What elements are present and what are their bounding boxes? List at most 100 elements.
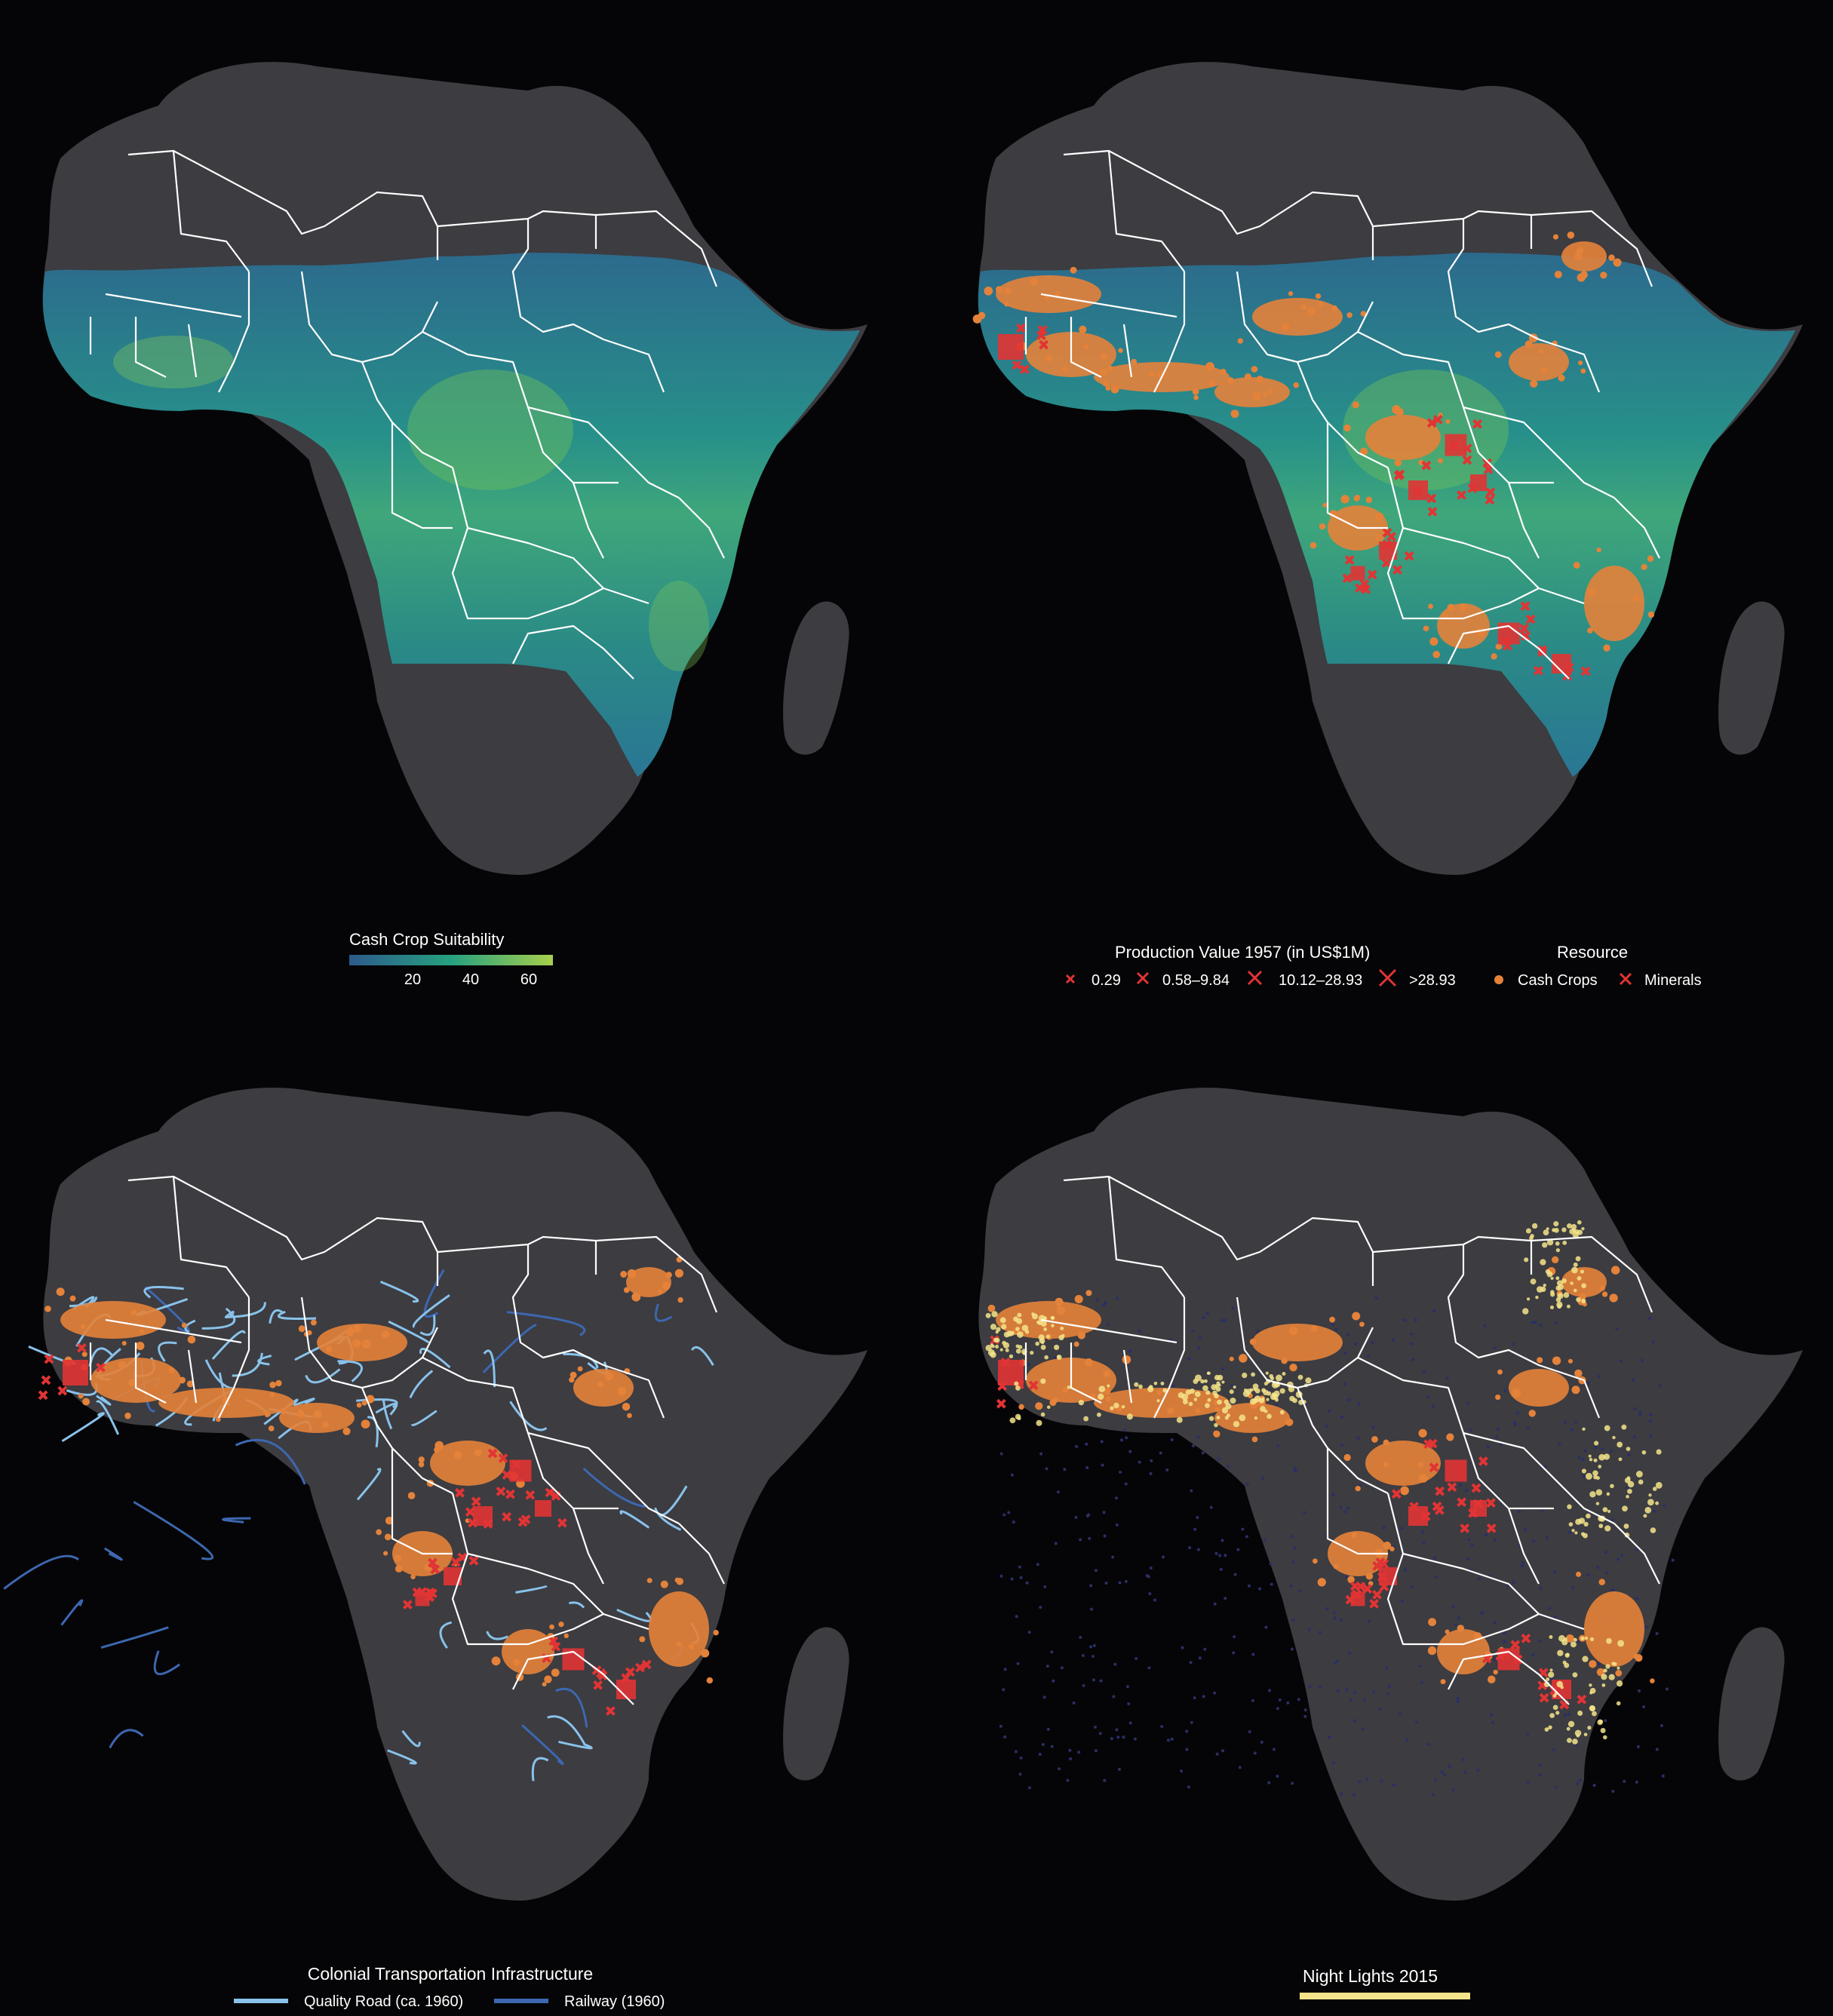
settlement-dot: [1339, 1505, 1343, 1509]
night-light: [1522, 1308, 1529, 1315]
night-light: [1205, 1403, 1210, 1409]
cash-crop-dot: [1530, 379, 1538, 388]
night-light: [1267, 1413, 1272, 1419]
mineral-area: [998, 1360, 1024, 1385]
settlement-dot: [1092, 1678, 1096, 1682]
cash-crop-dot: [1353, 495, 1360, 502]
night-light: [1626, 1447, 1631, 1451]
settlement-dot: [1461, 1758, 1465, 1762]
night-light: [1580, 1636, 1585, 1641]
cash-crop-dot: [1073, 1341, 1079, 1347]
mineral-x: [1369, 1599, 1379, 1609]
continent-land: [43, 1088, 867, 1901]
settlement-dot: [1466, 1557, 1469, 1560]
settlement-dot: [1325, 1425, 1328, 1428]
mineral-x: [1471, 1483, 1481, 1493]
settlement-dot: [1547, 1606, 1551, 1610]
mineral-x: [1486, 1498, 1496, 1508]
cash-crop-dot: [1346, 312, 1352, 318]
cash-crop-dot: [542, 1682, 547, 1687]
cash-crop-dot: [1057, 1305, 1063, 1311]
cash-crop-dot: [1567, 1358, 1574, 1364]
night-light: [1581, 1283, 1586, 1289]
settlement-dot: [1512, 1342, 1515, 1346]
settlement-dot: [1038, 1752, 1042, 1756]
cash-crop-area: [1584, 566, 1644, 641]
settlement-dot: [1291, 1781, 1294, 1785]
legend-night-lights: Night Lights 2015: [1300, 1966, 1470, 1999]
mineral-x: [1460, 1523, 1470, 1533]
settlement-dot: [1303, 1714, 1307, 1718]
night-light: [1647, 1499, 1654, 1506]
settlement-dot: [1202, 1316, 1205, 1320]
settlement-dot: [1221, 1749, 1225, 1753]
mineral-area: [998, 334, 1024, 360]
settlement-dot: [1568, 1531, 1572, 1535]
settlement-dot: [1493, 1621, 1497, 1625]
settlement-dot: [1050, 1744, 1054, 1748]
settlement-dot: [1196, 1548, 1200, 1551]
settlement-dot: [1362, 1698, 1366, 1701]
settlement-dot: [1352, 1793, 1356, 1797]
cash-crop-dot: [1262, 391, 1268, 397]
cash-crop-dot: [1491, 653, 1497, 660]
settlement-dot: [1025, 1581, 1029, 1585]
night-light: [1593, 1441, 1599, 1446]
night-light: [1214, 1393, 1219, 1399]
cash-crop-dot: [1589, 1660, 1597, 1668]
railway: [103, 1547, 123, 1561]
settlement-dot: [1089, 1584, 1093, 1588]
cash-crop-dot: [1528, 1410, 1537, 1417]
settlement-dot: [1641, 1358, 1644, 1362]
night-light: [999, 1317, 1006, 1324]
night-light: [1221, 1380, 1225, 1384]
settlement-dot: [1245, 1535, 1248, 1539]
railway: [582, 1468, 646, 1508]
night-light: [1305, 1377, 1312, 1384]
settlement-dot: [1258, 1587, 1262, 1591]
settlement-dot: [1582, 1474, 1586, 1478]
settlement-dot: [1241, 1527, 1245, 1531]
settlement-dot: [1567, 1712, 1570, 1716]
cash-crop-dot: [1365, 1572, 1374, 1580]
settlement-dot: [1251, 1652, 1255, 1656]
mineral-x: [1510, 1640, 1521, 1650]
settlement-dot: [1082, 1683, 1085, 1687]
cash-crop-dot: [1383, 1439, 1389, 1446]
settlement-dot: [1490, 1713, 1494, 1717]
settlement-dot: [1117, 1768, 1121, 1772]
quality-road: [419, 1315, 436, 1336]
legend-title: Night Lights 2015: [1303, 1966, 1438, 1986]
cash-crop-dot: [1578, 360, 1583, 366]
settlement-dot: [1583, 1449, 1587, 1453]
night-light: [1035, 1341, 1039, 1346]
settlement-dot: [1663, 1504, 1666, 1508]
settlement-dot: [1481, 1610, 1485, 1614]
mineral-x: [1432, 414, 1443, 425]
mineral-x: [1382, 539, 1392, 550]
cash-crop-dot: [1389, 1546, 1395, 1551]
cash-crop-dot: [385, 1516, 394, 1525]
settlement-dot: [1286, 1701, 1290, 1705]
cash-crop-dot: [1352, 401, 1359, 409]
night-light: [1592, 1470, 1598, 1477]
railway-lines: [3, 1269, 683, 1766]
settlement-dot: [1647, 1316, 1651, 1320]
cash-crop-dot: [1632, 594, 1640, 603]
cash-crop-dot: [1360, 447, 1368, 456]
night-light: [1224, 1399, 1229, 1404]
settlement-dot: [1563, 1420, 1567, 1424]
settlement-dot: [1539, 1763, 1543, 1767]
minerals-x-icon: [1247, 970, 1263, 986]
cash-crop-dot: [1457, 1625, 1465, 1632]
night-light: [990, 1352, 996, 1358]
settlement-dot: [1187, 1357, 1191, 1361]
settlement-dot: [1378, 1708, 1382, 1711]
mineral-x: [1012, 360, 1022, 370]
cash-crop-dot: [1085, 1290, 1092, 1296]
night-light: [1009, 1417, 1016, 1424]
night-light: [1001, 1324, 1007, 1330]
cash-crop-dot: [118, 1361, 126, 1369]
settlement-dot: [1125, 1436, 1128, 1440]
settlement-dot: [1116, 1735, 1120, 1739]
